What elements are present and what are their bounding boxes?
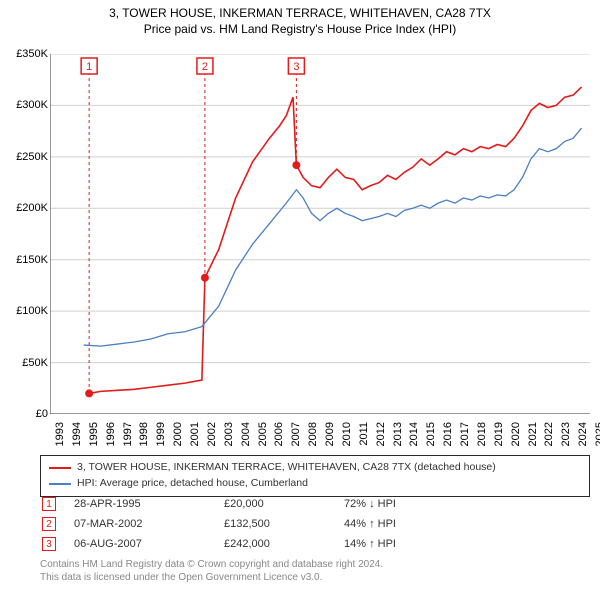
- sale-hpi-delta: 14% ↑ HPI: [344, 538, 504, 550]
- table-row: 3 06-AUG-2007 £242,000 14% ↑ HPI: [40, 534, 588, 554]
- table-row: 1 28-APR-1995 £20,000 72% ↓ HPI: [40, 494, 588, 514]
- svg-text:2: 2: [202, 61, 208, 73]
- x-tick-label: 2025: [594, 422, 600, 462]
- title-line1: 3, TOWER HOUSE, INKERMAN TERRACE, WHITEH…: [0, 6, 600, 20]
- sale-hpi-delta: 44% ↑ HPI: [344, 518, 504, 530]
- legend: 3, TOWER HOUSE, INKERMAN TERRACE, WHITEH…: [40, 455, 590, 497]
- sale-date: 07-MAR-2002: [74, 518, 224, 530]
- title-line2: Price paid vs. HM Land Registry's House …: [0, 22, 600, 36]
- y-tick-label: £350K: [4, 48, 48, 60]
- legend-swatch-property: [49, 467, 71, 469]
- sale-date: 28-APR-1995: [74, 498, 224, 510]
- footer-attribution: Contains HM Land Registry data © Crown c…: [40, 558, 588, 584]
- y-tick-label: £100K: [4, 305, 48, 317]
- sale-price: £20,000: [224, 498, 344, 510]
- y-tick-label: £300K: [4, 99, 48, 111]
- sale-marker-icon: 1: [42, 497, 56, 511]
- footer-line1: Contains HM Land Registry data © Crown c…: [40, 558, 588, 571]
- chart-svg: 1 2 3: [50, 54, 590, 414]
- footer-line2: This data is licensed under the Open Gov…: [40, 571, 588, 584]
- sale-price: £132,500: [224, 518, 344, 530]
- legend-item-property: 3, TOWER HOUSE, INKERMAN TERRACE, WHITEH…: [49, 460, 581, 476]
- y-tick-label: £50K: [4, 357, 48, 369]
- svg-text:3: 3: [293, 61, 299, 73]
- svg-text:1: 1: [86, 61, 92, 73]
- legend-label: 3, TOWER HOUSE, INKERMAN TERRACE, WHITEH…: [77, 460, 496, 476]
- sale-date: 06-AUG-2007: [74, 538, 224, 550]
- sale-marker-icon: 2: [42, 517, 56, 531]
- title-block: 3, TOWER HOUSE, INKERMAN TERRACE, WHITEH…: [0, 0, 600, 36]
- legend-label: HPI: Average price, detached house, Cumb…: [77, 476, 308, 492]
- y-tick-label: £200K: [4, 202, 48, 214]
- legend-item-hpi: HPI: Average price, detached house, Cumb…: [49, 476, 581, 492]
- chart-container: 3, TOWER HOUSE, INKERMAN TERRACE, WHITEH…: [0, 0, 600, 590]
- y-tick-label: £150K: [4, 254, 48, 266]
- sale-price: £242,000: [224, 538, 344, 550]
- sale-marker-icon: 3: [42, 537, 56, 551]
- legend-swatch-hpi: [49, 483, 71, 485]
- y-tick-label: £0: [4, 408, 48, 420]
- sale-hpi-delta: 72% ↓ HPI: [344, 498, 504, 510]
- chart-plot-area: 1 2 3: [50, 54, 590, 414]
- y-tick-label: £250K: [4, 151, 48, 163]
- sales-table: 1 28-APR-1995 £20,000 72% ↓ HPI 2 07-MAR…: [40, 494, 588, 554]
- table-row: 2 07-MAR-2002 £132,500 44% ↑ HPI: [40, 514, 588, 534]
